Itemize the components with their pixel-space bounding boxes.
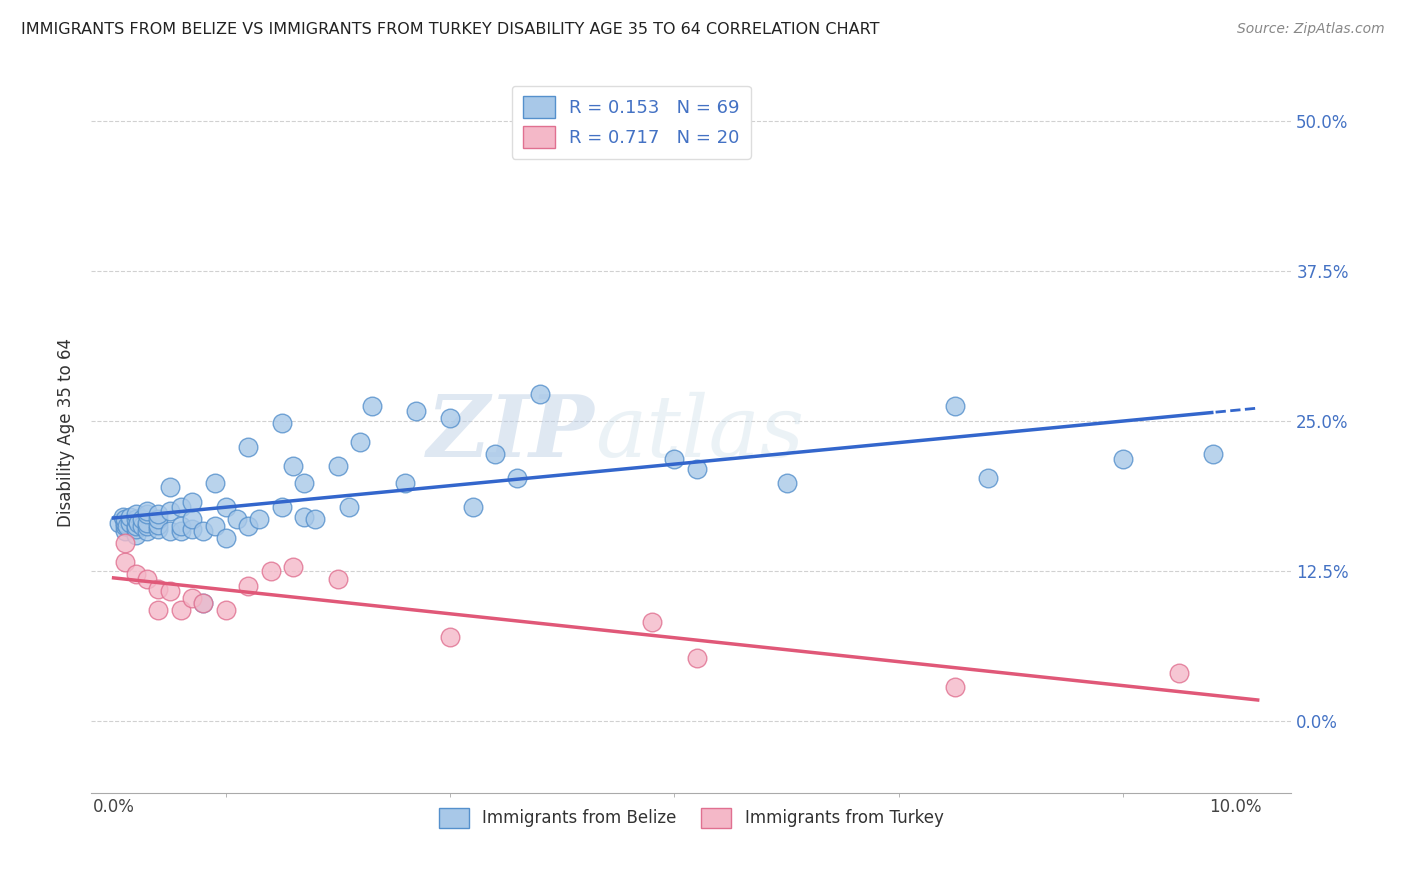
Point (159, 524, 181, 538)
Text: atlas: atlas (595, 392, 804, 475)
Point (326, 572, 349, 586)
Point (131, 519, 153, 533)
Point (292, 476, 315, 491)
Point (131, 512, 153, 526)
Point (281, 459, 304, 474)
Point (292, 509, 315, 524)
Point (304, 512, 326, 526)
Point (204, 519, 226, 533)
Point (136, 508, 159, 522)
Point (108, 516, 131, 530)
Point (193, 596, 215, 610)
Point (529, 387, 551, 401)
Point (170, 524, 193, 538)
Point (170, 519, 193, 533)
Point (148, 522, 170, 536)
Point (281, 560, 304, 574)
Point (686, 462, 709, 476)
Point (111, 509, 134, 524)
Point (664, 452, 686, 467)
Point (148, 603, 170, 617)
Point (148, 512, 170, 526)
Point (193, 596, 215, 610)
Point (125, 512, 148, 526)
Point (360, 400, 382, 414)
Text: IMMIGRANTS FROM BELIZE VS IMMIGRANTS FROM TURKEY DISABILITY AGE 35 TO 64 CORRELA: IMMIGRANTS FROM BELIZE VS IMMIGRANTS FRO… (21, 22, 880, 37)
Point (775, 476, 797, 491)
Point (405, 404, 427, 418)
Point (943, 680, 966, 694)
Point (120, 516, 142, 530)
Point (181, 512, 204, 526)
Point (439, 630, 461, 644)
Legend: Immigrants from Belize, Immigrants from Turkey: Immigrants from Belize, Immigrants from … (432, 801, 950, 835)
Point (439, 411, 461, 425)
Text: Source: ZipAtlas.com: Source: ZipAtlas.com (1237, 22, 1385, 37)
Point (259, 564, 281, 578)
Point (461, 500, 484, 515)
Point (977, 471, 1000, 485)
Point (114, 524, 136, 538)
Point (125, 522, 148, 536)
Point (159, 584, 181, 599)
Point (114, 555, 136, 569)
Point (125, 519, 148, 533)
Point (270, 500, 292, 515)
Point (170, 500, 193, 515)
Point (125, 508, 148, 522)
Point (127, 516, 149, 530)
Point (114, 512, 136, 526)
Point (484, 447, 506, 461)
Point (148, 582, 170, 596)
Point (136, 516, 159, 530)
Point (1112, 452, 1135, 467)
Text: ZIP: ZIP (427, 391, 595, 475)
Point (641, 615, 664, 630)
Point (136, 572, 159, 586)
Point (120, 509, 142, 524)
Point (181, 591, 204, 606)
Point (114, 519, 136, 533)
Point (506, 471, 529, 485)
Point (114, 516, 136, 530)
Point (1168, 665, 1191, 680)
Point (337, 500, 360, 515)
Point (215, 532, 238, 546)
Point (247, 512, 270, 526)
Point (686, 651, 709, 665)
Point (115, 519, 138, 533)
Point (394, 476, 416, 491)
Y-axis label: Disability Age 35 to 64: Disability Age 35 to 64 (58, 338, 75, 527)
Point (181, 522, 204, 536)
Point (238, 579, 260, 593)
Point (136, 504, 159, 518)
Point (270, 416, 292, 430)
Point (136, 524, 159, 538)
Point (159, 480, 181, 494)
Point (193, 524, 215, 538)
Point (136, 519, 159, 533)
Point (159, 504, 181, 518)
Point (1202, 447, 1225, 461)
Point (204, 476, 226, 491)
Point (181, 495, 204, 509)
Point (215, 500, 238, 515)
Point (148, 518, 170, 533)
Point (148, 508, 170, 522)
Point (125, 528, 148, 542)
Point (226, 512, 249, 526)
Point (238, 519, 260, 533)
Point (170, 603, 193, 617)
Point (349, 435, 371, 450)
Point (326, 459, 349, 474)
Point (125, 567, 148, 582)
Point (943, 400, 966, 414)
Point (114, 536, 136, 550)
Point (238, 440, 260, 454)
Point (215, 603, 238, 617)
